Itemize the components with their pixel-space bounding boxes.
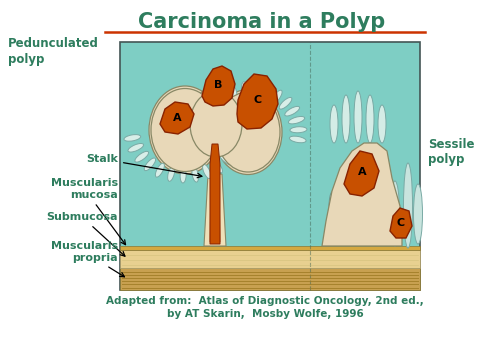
Text: Adapted from:  Atlas of Diagnostic Oncology, 2nd ed.,
by AT Skarin,  Mosby Wolfe: Adapted from: Atlas of Diagnostic Oncolo… xyxy=(106,296,424,319)
Ellipse shape xyxy=(206,128,214,156)
Ellipse shape xyxy=(135,151,149,162)
Ellipse shape xyxy=(261,123,270,149)
Polygon shape xyxy=(210,144,220,244)
Bar xyxy=(120,268,420,290)
Ellipse shape xyxy=(285,106,299,116)
Bar xyxy=(120,42,420,290)
Ellipse shape xyxy=(354,91,362,143)
Ellipse shape xyxy=(365,171,373,205)
Ellipse shape xyxy=(341,175,349,207)
Ellipse shape xyxy=(128,144,144,152)
Text: A: A xyxy=(358,167,366,177)
Ellipse shape xyxy=(378,105,386,143)
Polygon shape xyxy=(322,143,402,246)
Ellipse shape xyxy=(272,90,282,103)
Ellipse shape xyxy=(155,163,164,177)
Ellipse shape xyxy=(212,160,223,173)
Polygon shape xyxy=(202,66,235,106)
Text: Stalk: Stalk xyxy=(86,154,202,178)
Ellipse shape xyxy=(288,117,305,124)
Ellipse shape xyxy=(241,82,247,97)
Ellipse shape xyxy=(353,169,361,203)
Text: Carcinoma in a Polyp: Carcinoma in a Polyp xyxy=(139,12,386,32)
Ellipse shape xyxy=(168,166,175,181)
Ellipse shape xyxy=(366,95,374,143)
Ellipse shape xyxy=(192,167,199,182)
Ellipse shape xyxy=(193,113,209,121)
Ellipse shape xyxy=(377,184,385,212)
Text: A: A xyxy=(173,113,181,123)
Text: Submucosa: Submucosa xyxy=(46,212,125,256)
Ellipse shape xyxy=(230,128,247,134)
Ellipse shape xyxy=(168,123,177,151)
Ellipse shape xyxy=(290,127,307,133)
Ellipse shape xyxy=(404,163,412,248)
Ellipse shape xyxy=(247,126,255,151)
Text: C: C xyxy=(397,218,405,228)
Ellipse shape xyxy=(214,89,282,175)
Ellipse shape xyxy=(194,129,203,159)
Ellipse shape xyxy=(279,98,292,109)
Ellipse shape xyxy=(149,86,221,174)
Bar xyxy=(120,250,420,268)
Polygon shape xyxy=(160,102,194,134)
Ellipse shape xyxy=(259,124,267,148)
Ellipse shape xyxy=(216,92,280,172)
Polygon shape xyxy=(390,208,412,238)
Ellipse shape xyxy=(180,168,186,183)
Ellipse shape xyxy=(219,153,232,165)
Ellipse shape xyxy=(253,82,259,97)
Ellipse shape xyxy=(144,158,156,171)
Ellipse shape xyxy=(190,123,207,129)
Ellipse shape xyxy=(247,125,257,153)
Ellipse shape xyxy=(181,129,189,155)
Ellipse shape xyxy=(188,87,243,157)
Text: Muscularis
mucosa: Muscularis mucosa xyxy=(51,178,125,245)
Ellipse shape xyxy=(167,122,177,152)
Ellipse shape xyxy=(289,136,306,143)
Text: B: B xyxy=(214,80,222,90)
Ellipse shape xyxy=(193,130,201,158)
Ellipse shape xyxy=(263,85,271,99)
Ellipse shape xyxy=(220,128,228,156)
Ellipse shape xyxy=(330,105,338,143)
Ellipse shape xyxy=(413,184,422,244)
Ellipse shape xyxy=(230,84,237,98)
Ellipse shape xyxy=(218,88,227,102)
Ellipse shape xyxy=(233,129,241,155)
Text: Sessile
polyp: Sessile polyp xyxy=(428,138,474,166)
Ellipse shape xyxy=(151,88,219,171)
Polygon shape xyxy=(344,151,379,196)
Ellipse shape xyxy=(208,94,219,107)
Polygon shape xyxy=(237,74,278,129)
Ellipse shape xyxy=(342,95,350,143)
Ellipse shape xyxy=(203,164,211,179)
Text: C: C xyxy=(254,95,262,105)
Ellipse shape xyxy=(190,91,242,157)
Ellipse shape xyxy=(124,134,141,141)
Ellipse shape xyxy=(225,146,240,155)
Text: Pedunculated
polyp: Pedunculated polyp xyxy=(8,37,99,66)
Ellipse shape xyxy=(234,128,243,156)
Polygon shape xyxy=(210,124,220,242)
Ellipse shape xyxy=(199,103,213,113)
Polygon shape xyxy=(204,174,226,246)
Ellipse shape xyxy=(221,127,230,157)
Ellipse shape xyxy=(391,181,400,246)
Text: Muscularis
propria: Muscularis propria xyxy=(51,241,124,277)
Ellipse shape xyxy=(329,191,337,221)
Bar xyxy=(120,246,420,250)
Ellipse shape xyxy=(208,127,217,157)
Ellipse shape xyxy=(180,128,190,156)
Ellipse shape xyxy=(229,137,245,145)
